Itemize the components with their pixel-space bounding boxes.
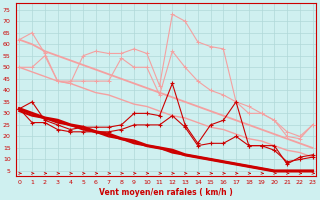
- X-axis label: Vent moyen/en rafales ( km/h ): Vent moyen/en rafales ( km/h ): [99, 188, 233, 197]
